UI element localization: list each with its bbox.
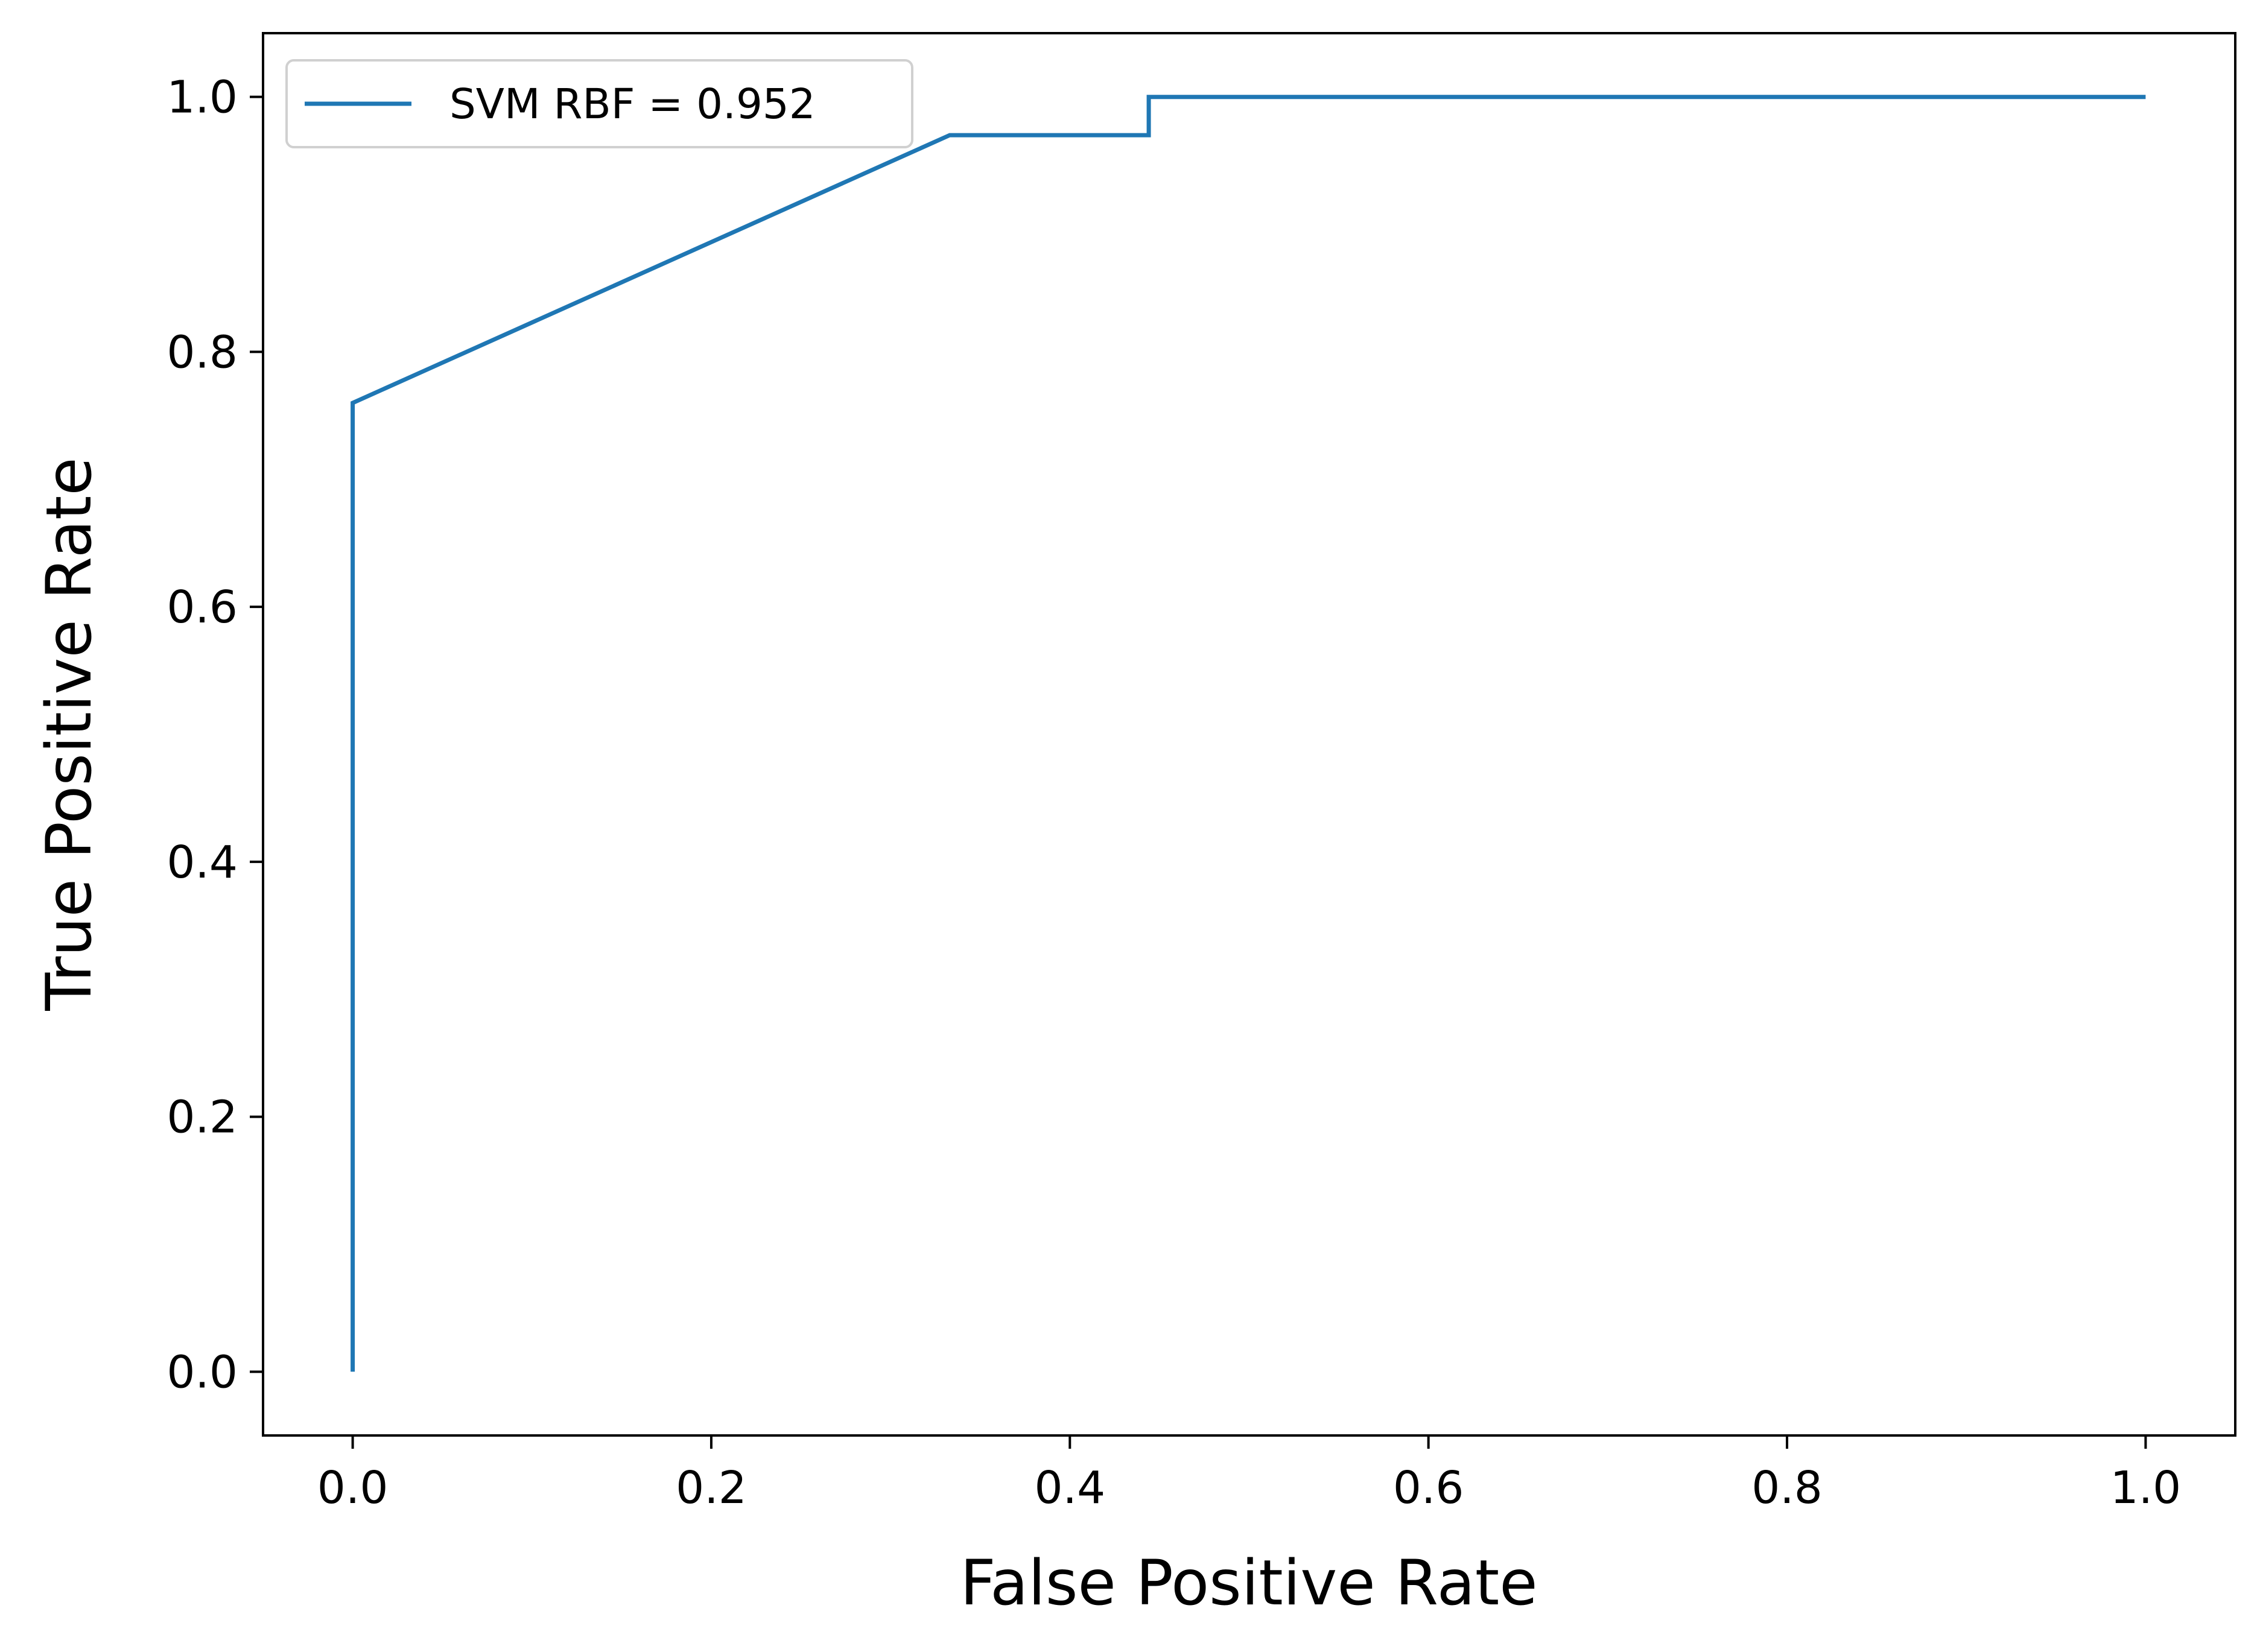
x-tick-label: 0.8 [1751,1462,1823,1514]
y-tick-label: 0.0 [167,1346,238,1398]
series-layer [351,95,2146,1372]
x-axis-title: False Positive Rate [960,1547,1537,1619]
x-tick-label: 0.4 [1034,1462,1105,1514]
x-tick-label: 0.6 [1393,1462,1464,1514]
y-axis-title: True Positive Rate [33,457,106,1011]
legend-box [285,59,913,148]
legend: SVM RBF = 0.952 [285,59,913,148]
y-tick-label: 0.2 [167,1092,238,1144]
roc-curve-line [351,95,2146,1372]
plot-area [263,33,2235,1435]
x-tick-label: 0.2 [676,1462,747,1514]
plot-frame [262,32,2236,1437]
y-tick-label: 0.4 [167,837,238,888]
y-tick-label: 1.0 [167,72,238,124]
x-tick-label: 1.0 [2110,1462,2182,1514]
y-tick-label: 0.8 [167,326,238,378]
x-axis-ticks: 0.0 0.2 0.4 0.6 0.8 1.0 [317,1435,2182,1514]
legend-label: SVM RBF = 0.952 [449,80,816,128]
y-axis-ticks: 0.0 0.2 0.4 0.6 0.8 1.0 [167,72,263,1398]
x-tick-label: 0.0 [317,1462,389,1514]
y-tick-label: 0.6 [167,581,238,633]
